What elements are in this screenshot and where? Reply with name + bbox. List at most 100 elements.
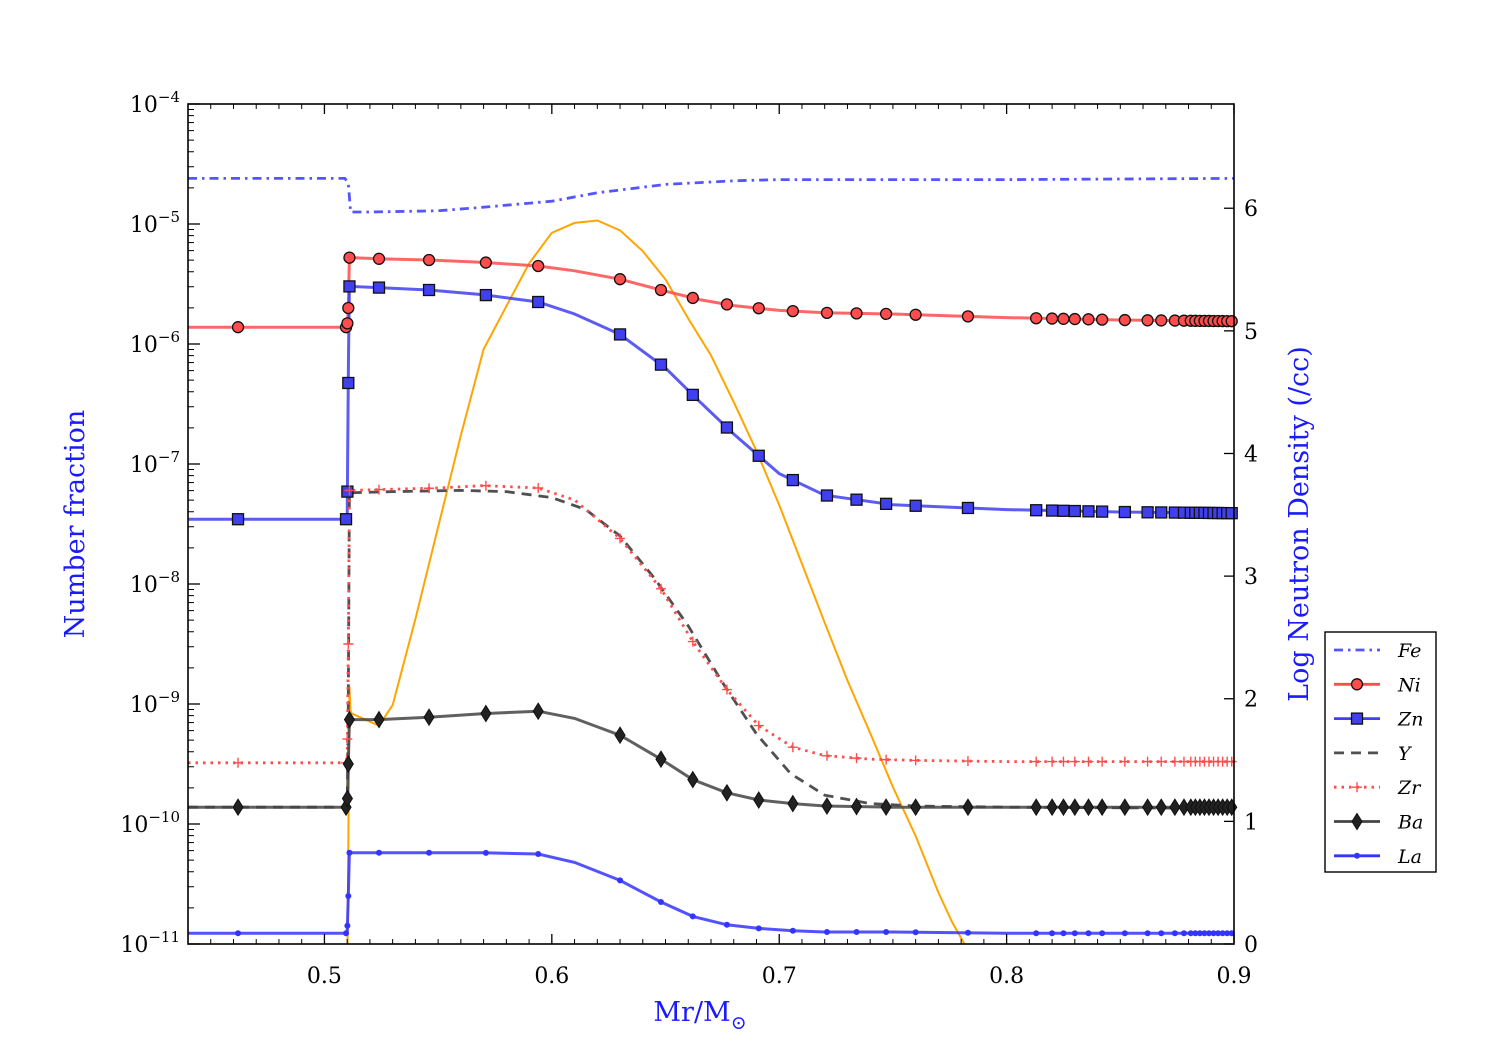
legend-label-la: La bbox=[1397, 846, 1422, 868]
marker-zn bbox=[1118, 505, 1132, 519]
marker-zn bbox=[339, 513, 353, 526]
x-axis-label: Mr/M⊙ bbox=[653, 997, 746, 1034]
marker-zn bbox=[479, 288, 493, 302]
x-tick-label: 0.7 bbox=[762, 964, 797, 989]
marker-ba bbox=[1030, 798, 1042, 817]
marker-la bbox=[1210, 930, 1217, 937]
marker-la bbox=[1201, 930, 1208, 937]
marker-ni bbox=[850, 307, 863, 320]
marker-la bbox=[1060, 930, 1067, 937]
marker-zr bbox=[687, 636, 698, 647]
marker-zr bbox=[655, 583, 666, 594]
marker-ba bbox=[1119, 798, 1131, 817]
y-tick-label-base: 10 bbox=[130, 93, 158, 118]
marker-la bbox=[1187, 930, 1194, 937]
marker-zn bbox=[231, 513, 245, 526]
legend-marker-ni bbox=[1350, 678, 1364, 691]
marker-zr bbox=[1156, 756, 1167, 767]
series-line-y bbox=[188, 488, 1234, 810]
marker-zn bbox=[1068, 504, 1081, 518]
marker-ni bbox=[1045, 312, 1059, 325]
marker-ni bbox=[654, 283, 668, 297]
y-tick-label: 10−9 bbox=[130, 688, 180, 718]
y-tick-label-exponent: −5 bbox=[158, 208, 180, 226]
marker-la bbox=[344, 922, 351, 929]
marker-ba bbox=[821, 797, 833, 815]
marker-zn bbox=[1225, 507, 1238, 520]
y-tick-label: 10−4 bbox=[130, 88, 180, 118]
marker-zr bbox=[1069, 756, 1080, 767]
y-tick-label-exponent: −4 bbox=[158, 88, 180, 106]
legend-label-fe: Fe bbox=[1397, 640, 1421, 662]
y-right-tick-label: 4 bbox=[1244, 442, 1258, 467]
marker-ba bbox=[721, 783, 733, 802]
marker-ni bbox=[786, 304, 800, 318]
marker-ni bbox=[1225, 315, 1238, 328]
marker-la bbox=[1121, 930, 1128, 937]
marker-ni bbox=[909, 308, 922, 321]
legend-marker-ba bbox=[1351, 812, 1363, 831]
marker-ba bbox=[962, 798, 974, 817]
marker-zn bbox=[720, 421, 734, 434]
y-right-tick-label: 1 bbox=[1244, 810, 1258, 835]
marker-zn bbox=[1095, 505, 1109, 518]
marker-zn bbox=[1155, 506, 1168, 519]
y-tick-label: 10−8 bbox=[130, 568, 180, 598]
marker-zn bbox=[422, 283, 436, 297]
y-right-axis-label: Log Neutron Density (/cc) bbox=[1284, 346, 1315, 702]
y-tick-label-base: 10 bbox=[130, 213, 158, 238]
marker-zr bbox=[721, 684, 732, 695]
marker-la bbox=[964, 929, 971, 936]
y-tick-label-base: 10 bbox=[130, 333, 158, 358]
marker-la bbox=[343, 930, 350, 937]
marker-la bbox=[345, 893, 352, 899]
marker-zn bbox=[786, 473, 800, 487]
marker-la bbox=[1196, 930, 1203, 937]
marker-zr bbox=[821, 750, 832, 761]
y-tick-label: 10−7 bbox=[130, 448, 180, 478]
marker-ni bbox=[686, 291, 699, 305]
y-tick-label: 10−5 bbox=[130, 208, 180, 238]
marker-zr bbox=[343, 639, 354, 649]
marker-ni bbox=[532, 259, 545, 273]
marker-ni bbox=[342, 301, 355, 315]
marker-la bbox=[853, 929, 860, 935]
marker-la bbox=[1158, 930, 1165, 937]
x-axis-label-subscript: ⊙ bbox=[731, 1012, 747, 1034]
y-right-tick-label: 2 bbox=[1244, 688, 1258, 713]
marker-zr bbox=[1097, 756, 1108, 767]
marker-ni bbox=[372, 252, 386, 265]
x-tick-label: 0.8 bbox=[989, 964, 1024, 989]
marker-zr bbox=[1226, 756, 1237, 767]
y-tick-label-exponent: −9 bbox=[158, 688, 180, 706]
marker-ba bbox=[1046, 798, 1058, 817]
marker-ni bbox=[1155, 314, 1168, 327]
y-right-tick-label: 3 bbox=[1244, 565, 1258, 590]
x-tick-label: 0.5 bbox=[307, 964, 342, 989]
marker-zn bbox=[341, 485, 354, 498]
series-line-zr bbox=[188, 484, 1234, 765]
marker-ba bbox=[423, 708, 435, 727]
marker-zr bbox=[1169, 756, 1180, 767]
y-tick-label-exponent: −10 bbox=[148, 808, 180, 826]
marker-ni bbox=[961, 310, 975, 323]
legend-marker-la bbox=[1354, 852, 1360, 859]
marker-la bbox=[426, 849, 433, 856]
marker-zr bbox=[962, 756, 973, 767]
marker-la bbox=[1171, 930, 1178, 937]
neutron-density-line bbox=[346, 219, 966, 944]
marker-ni bbox=[1068, 312, 1081, 326]
marker-ba bbox=[1082, 798, 1095, 817]
marker-ba bbox=[614, 726, 626, 745]
marker-la bbox=[376, 849, 383, 856]
marker-la bbox=[1085, 930, 1092, 937]
marker-ba bbox=[1096, 798, 1108, 817]
marker-zr bbox=[753, 720, 764, 731]
marker-layer bbox=[231, 251, 1238, 937]
marker-zr bbox=[233, 757, 244, 768]
x-tick-label: 0.6 bbox=[534, 964, 569, 989]
marker-ni bbox=[720, 298, 734, 311]
marker-zr bbox=[1083, 756, 1094, 767]
marker-ni bbox=[1141, 314, 1154, 327]
